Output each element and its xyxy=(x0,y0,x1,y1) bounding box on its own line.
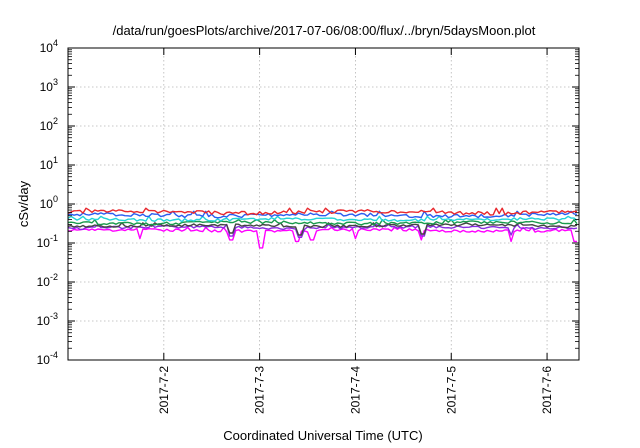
y-tick-exponent: 4 xyxy=(53,38,58,48)
y-axis-label: cSv/day xyxy=(16,180,31,227)
y-tick-base: 10 xyxy=(40,197,54,211)
y-tick-base: 10 xyxy=(37,236,51,250)
y-tick-exponent: -4 xyxy=(50,350,58,360)
grid xyxy=(68,48,579,360)
y-tick-base: 10 xyxy=(37,314,51,328)
x-tick-label: 2017-7-6 xyxy=(540,366,554,414)
series-line xyxy=(67,207,578,216)
x-tick-label: 2017-7-3 xyxy=(253,366,267,414)
y-tick-base: 10 xyxy=(40,158,54,172)
series-line xyxy=(67,210,578,219)
y-tick-label: 10-3 xyxy=(37,311,58,328)
y-tick-exponent: 1 xyxy=(53,155,58,165)
y-tick-base: 10 xyxy=(40,41,54,55)
y-tick-base: 10 xyxy=(40,80,54,94)
y-tick-exponent: -2 xyxy=(50,272,58,282)
y-tick-label: 104 xyxy=(40,38,58,55)
series-line xyxy=(67,219,578,226)
y-tick-label: 10-4 xyxy=(37,350,58,367)
y-tick-base: 10 xyxy=(40,119,54,133)
y-tick-exponent: -1 xyxy=(50,233,58,243)
y-tick-exponent: 3 xyxy=(53,77,58,87)
series-line xyxy=(68,226,577,249)
y-tick-label: 100 xyxy=(40,194,58,211)
y-tick-label: 102 xyxy=(40,116,58,133)
y-tick-label: 101 xyxy=(40,155,58,172)
series-line xyxy=(67,215,578,223)
chart-title: /data/run/goesPlots/archive/2017-07-06/0… xyxy=(113,23,536,38)
y-tick-exponent: 2 xyxy=(53,116,58,126)
x-axis: 2017-7-2 2017-7-3 2017-7-4 2017-7-5 2017-7-6 xyxy=(157,48,554,414)
series-group xyxy=(67,207,578,249)
y-tick-label: 103 xyxy=(40,77,58,94)
y-tick-exponent: -3 xyxy=(50,311,58,321)
y-tick-label: 10-1 xyxy=(37,233,58,250)
x-tick-label: 2017-7-5 xyxy=(444,366,458,414)
y-tick-exponent: 0 xyxy=(53,194,58,204)
y-tick-base: 10 xyxy=(37,353,51,367)
y-tick-label: 10-2 xyxy=(37,272,58,289)
x-axis-label: Coordinated Universal Time (UTC) xyxy=(223,428,422,443)
x-tick-label: 2017-7-4 xyxy=(348,366,362,414)
y-tick-base: 10 xyxy=(37,275,51,289)
x-tick-label: 2017-7-2 xyxy=(157,366,171,414)
